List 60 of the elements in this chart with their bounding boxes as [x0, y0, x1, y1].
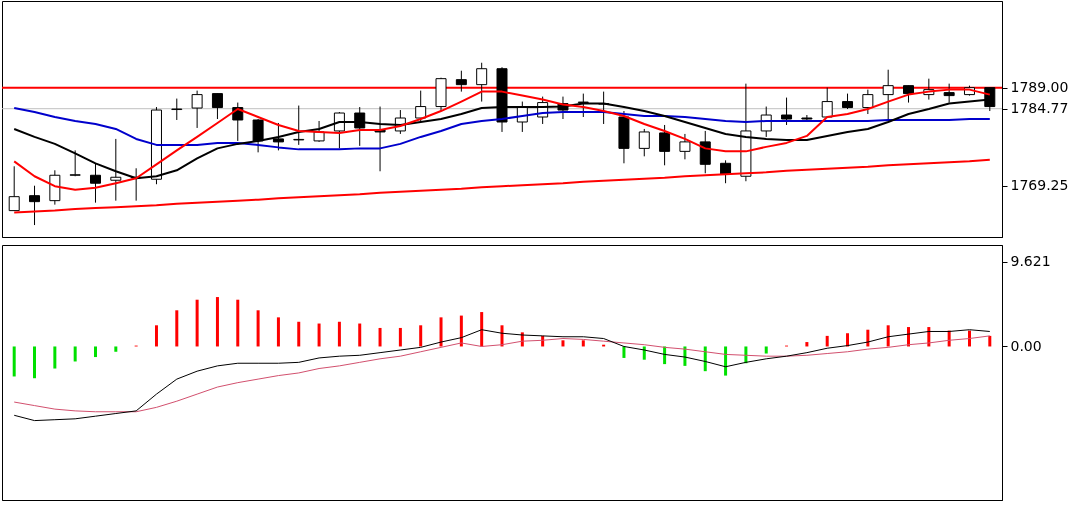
candlestick	[455, 70, 467, 93]
bar	[73, 346, 77, 362]
candlestick	[211, 93, 223, 120]
candlestick	[293, 105, 305, 146]
candlestick	[476, 62, 488, 103]
bar	[439, 317, 443, 347]
candlestick	[272, 122, 284, 151]
bar	[195, 299, 199, 347]
line-series	[13, 335, 991, 413]
candlestick	[171, 98, 183, 121]
candlestick	[69, 149, 81, 177]
candlestick	[781, 97, 793, 126]
line-series	[13, 329, 991, 422]
bar	[215, 297, 219, 347]
y-tick-label: 0.00	[1010, 337, 1042, 354]
candlestick	[8, 165, 20, 212]
bar	[12, 346, 16, 377]
bar	[886, 325, 890, 347]
candlestick	[659, 124, 671, 166]
candlestick	[354, 106, 366, 147]
bar	[114, 346, 118, 352]
bar	[256, 310, 260, 347]
y-tick-label: 1769.25	[1010, 177, 1068, 194]
bar	[724, 346, 728, 376]
candlestick	[252, 118, 264, 153]
bar	[480, 312, 484, 347]
candlestick	[679, 133, 691, 160]
candlestick	[821, 87, 833, 119]
bar	[398, 327, 402, 347]
bar	[53, 346, 57, 369]
bar	[805, 342, 809, 347]
candlestick	[699, 130, 711, 174]
bar	[175, 310, 179, 347]
candlestick	[882, 69, 894, 122]
bar	[94, 346, 97, 358]
bar	[154, 325, 158, 347]
candlestick	[862, 89, 874, 115]
bar	[297, 321, 301, 347]
candlestick	[333, 111, 345, 149]
bar	[276, 317, 280, 347]
y-tick-label: 9.621	[1010, 253, 1051, 270]
bar	[33, 346, 37, 379]
bar	[378, 327, 382, 347]
candlestick	[313, 120, 325, 143]
bar	[419, 325, 423, 347]
bar	[581, 340, 585, 347]
bar	[764, 346, 768, 354]
bar	[703, 346, 707, 372]
bar	[317, 323, 321, 347]
bar	[236, 299, 240, 347]
bar	[337, 321, 341, 347]
bar	[358, 323, 362, 347]
candlestick	[638, 128, 650, 157]
y-tick-label: 1789.00	[1010, 79, 1068, 96]
candlestick	[191, 90, 203, 129]
bar	[561, 340, 565, 347]
bar	[825, 335, 829, 347]
y-tick-label: 1784.77	[1010, 100, 1068, 117]
candlestick	[29, 185, 41, 226]
bar	[622, 346, 626, 358]
